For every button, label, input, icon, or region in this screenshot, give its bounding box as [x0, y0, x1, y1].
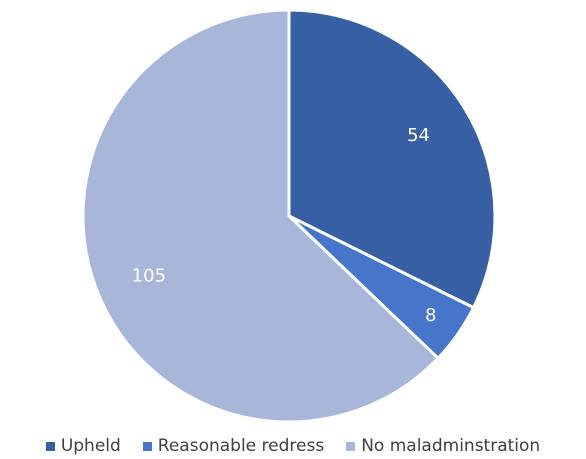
chart-legend: Upheld Reasonable redress No maladminstr… [0, 436, 586, 456]
legend-swatch-reasonable-redress [142, 441, 152, 451]
data-label-upheld: 54 [407, 125, 430, 146]
pie-slice-upheld[interactable] [287, 8, 497, 310]
legend-swatch-upheld [45, 441, 55, 451]
pie-slices [81, 8, 497, 424]
pie-slice-no-maladminstration[interactable] [81, 8, 440, 424]
pie-chart: 54 8 105 [81, 8, 497, 424]
legend-item-upheld[interactable]: Upheld [45, 436, 121, 456]
legend-label-no-maladminstration: No maladminstration [361, 436, 541, 456]
legend-label-upheld: Upheld [60, 436, 121, 456]
legend-label-reasonable-redress: Reasonable redress [157, 436, 325, 456]
legend-item-reasonable-redress[interactable]: Reasonable redress [142, 436, 325, 456]
pie-data-labels: 54 8 105 [132, 125, 437, 326]
data-label-no-maladminstration: 105 [132, 265, 166, 286]
data-label-reasonable-redress: 8 [425, 305, 436, 326]
legend-item-no-maladminstration[interactable]: No maladminstration [346, 436, 540, 456]
legend-swatch-no-maladminstration [346, 441, 356, 451]
